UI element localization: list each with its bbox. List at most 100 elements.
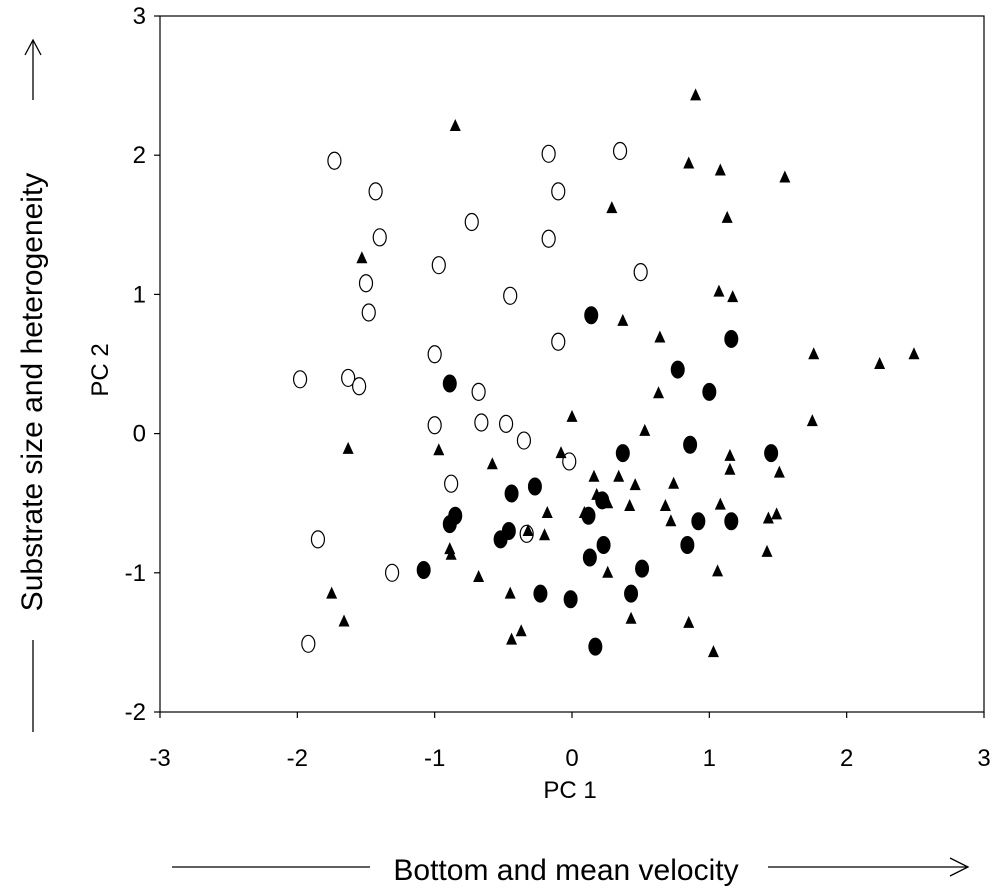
open-circle-point [361, 303, 376, 322]
filled-triangle-point [356, 251, 368, 264]
y-tick-label: 3 [133, 3, 146, 30]
filled-triangle-point [714, 163, 726, 176]
filled-triangle-point [724, 462, 736, 475]
filled-triangle-point [653, 386, 665, 399]
filled-circle-point [533, 584, 548, 603]
filled-circle-point [683, 435, 698, 454]
filled-triangle-point [665, 514, 677, 527]
open-circle-point [516, 431, 532, 450]
x-tick-label: 0 [565, 745, 578, 772]
filled-circle-point [724, 329, 739, 348]
filled-circle-point [584, 306, 599, 325]
filled-triangle-point [486, 457, 498, 470]
filled-triangle-point [602, 565, 614, 578]
y-axis-label: PC 2 [87, 343, 114, 396]
filled-triangle-point [326, 586, 338, 599]
filled-triangle-point [806, 414, 818, 427]
x-axis-label: PC 1 [543, 777, 596, 804]
x-axis-description: Bottom and mean velocity [393, 854, 738, 887]
filled-circle-point [635, 559, 650, 578]
open-circle-point [503, 286, 518, 305]
y-axis-arrow [24, 38, 42, 732]
filled-triangle-point [602, 496, 614, 509]
filled-circle-point [615, 444, 630, 463]
x-tick-label: -2 [287, 745, 308, 772]
open-circle-point [292, 370, 308, 389]
open-circle-point [427, 345, 442, 364]
filled-triangle-point [539, 528, 551, 541]
filled-triangle-point [690, 88, 702, 101]
filled-circle-point [442, 374, 457, 393]
filled-circle-point [582, 548, 597, 567]
filled-triangle-point [659, 498, 671, 511]
x-axis-tick-labels: -3 -2 -1 0 1 2 3 [149, 712, 991, 772]
open-circle-point [352, 377, 367, 396]
filled-triangle-point [473, 569, 485, 582]
open-circle-point [551, 182, 566, 201]
filled-triangle-point [707, 645, 719, 658]
filled-circle-point [691, 512, 706, 531]
filled-triangle-point [771, 507, 783, 520]
filled-triangle-point [654, 330, 666, 343]
open-circle-point [341, 368, 356, 388]
open-circle-point [612, 141, 628, 161]
open-circle-point [384, 563, 400, 582]
filled-circle-point [680, 535, 695, 554]
filled-triangle-point [613, 469, 625, 482]
filled-triangle-point [578, 505, 590, 518]
filled-triangle-point [724, 448, 736, 461]
filled-triangle-point [714, 497, 726, 510]
filled-triangle-point [506, 632, 518, 645]
open-circle-point [358, 274, 374, 293]
filled-circle-point [596, 535, 611, 554]
filled-triangle-point [713, 284, 725, 297]
open-circle-point [474, 413, 489, 432]
filled-circle-point [702, 382, 717, 401]
x-tick-label: 3 [977, 745, 990, 772]
filled-triangle-point [445, 547, 457, 560]
filled-triangle-point [668, 476, 680, 489]
open-circle-point [633, 263, 648, 282]
filled-triangle-point [721, 210, 733, 223]
filled-triangle-point [908, 347, 920, 360]
open-circle-point [301, 634, 316, 653]
filled-triangle-point [683, 615, 695, 628]
filled-triangle-point [449, 118, 461, 131]
open-circle-point [444, 474, 459, 493]
open-circle-point [464, 212, 479, 232]
filled-triangle-point [541, 505, 553, 518]
data-points [292, 88, 920, 658]
open-circle-point [368, 182, 383, 201]
open-circle-point [327, 151, 342, 170]
open-circle-point [471, 382, 486, 401]
open-circle-point [498, 414, 514, 433]
filled-triangle-point [629, 478, 641, 491]
filled-triangle-point [874, 357, 886, 369]
x-tick-label: 2 [840, 745, 853, 772]
y-tick-label: -1 [125, 560, 146, 587]
filled-circle-point [764, 444, 779, 463]
filled-triangle-point [588, 469, 600, 482]
y-axis-tick-labels: -2 -1 0 1 2 3 [125, 3, 160, 726]
filled-triangle-point [762, 511, 774, 524]
open-circle-point [427, 416, 442, 435]
filled-circle-point [724, 512, 739, 531]
filled-triangle-point [808, 347, 820, 360]
open-circle-point [551, 332, 566, 351]
filled-circle-point [670, 360, 685, 379]
open-circle-point [541, 144, 556, 163]
filled-circle-point [563, 590, 578, 609]
filled-triangle-point [779, 170, 791, 183]
y-axis-description: Substrate size and heterogeneity [16, 173, 49, 612]
filled-circle-point [416, 561, 431, 580]
y-tick-label: 0 [133, 421, 146, 448]
open-circle-point [310, 530, 326, 549]
x-axis-arrow [172, 857, 970, 877]
filled-circle-point [493, 530, 508, 549]
filled-triangle-point [773, 465, 785, 478]
filled-triangle-point [625, 611, 637, 624]
filled-triangle-point [566, 409, 578, 422]
y-tick-label: 2 [133, 142, 146, 169]
filled-triangle-point [712, 564, 724, 577]
